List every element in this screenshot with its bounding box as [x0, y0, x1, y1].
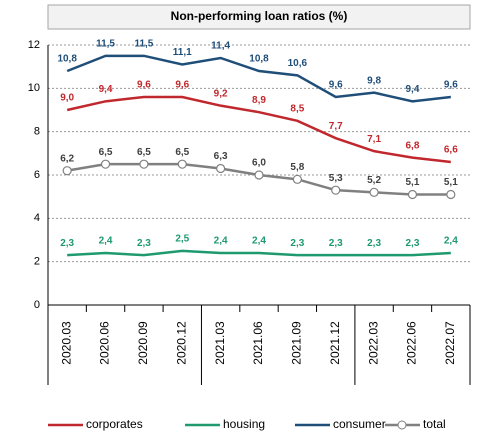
x-tick-label: 2022.06: [405, 321, 419, 365]
y-tick-label: 2: [34, 256, 40, 268]
x-tick-label: 2021.06: [251, 321, 265, 365]
point-marker: [177, 159, 187, 169]
legend-label: total: [423, 417, 446, 431]
title-box: [47, 4, 471, 30]
value-label: 2,3: [290, 238, 304, 249]
value-label: 9,4: [99, 84, 113, 95]
legend-marker: [397, 420, 407, 430]
value-label: 9,6: [329, 80, 343, 91]
y-tick-label: 12: [28, 39, 40, 51]
value-label: 5,1: [444, 177, 458, 188]
value-label: 2,3: [367, 238, 381, 249]
value-label: 5,2: [367, 175, 381, 186]
value-label: 5,1: [406, 177, 420, 188]
y-tick-label: 6: [34, 169, 40, 181]
legend-label: housing: [223, 417, 265, 431]
value-label: 6,3: [214, 151, 228, 162]
value-label: 8,5: [290, 103, 304, 114]
value-label: 11,1: [173, 47, 192, 58]
value-label: 5,8: [290, 162, 304, 173]
value-label: 6,5: [137, 147, 151, 158]
value-label: 5,3: [329, 173, 343, 184]
value-label: 9,8: [367, 75, 381, 86]
value-label: 9,6: [444, 80, 458, 91]
value-label: 6,5: [99, 147, 113, 158]
series-line: [66, 54, 451, 103]
value-label: 6,2: [60, 153, 74, 164]
point-marker: [369, 187, 379, 197]
point-marker: [407, 189, 418, 200]
x-tick-label: 2021.09: [290, 321, 304, 365]
value-label: 2,4: [214, 236, 228, 247]
value-label: 9,6: [175, 80, 189, 91]
value-label: 11,4: [211, 41, 230, 52]
x-tick-label: 2020.12: [174, 321, 188, 365]
value-label: 2,4: [252, 236, 266, 247]
point-marker: [446, 189, 456, 200]
value-label: 11,5: [134, 38, 153, 49]
point-marker: [139, 159, 149, 169]
value-label: 7,1: [367, 134, 381, 145]
x-tick-label: 2021.03: [213, 321, 227, 365]
chart-title: Non-performing loan ratios (%): [171, 9, 348, 23]
value-label: 7,7: [329, 121, 343, 132]
value-label: 2,3: [406, 238, 420, 249]
legend-label: corporates: [86, 417, 143, 431]
value-label: 2,4: [99, 236, 113, 247]
y-tick-label: 10: [28, 82, 40, 94]
series-line: [66, 95, 451, 164]
x-tick-label: 2020.03: [59, 321, 73, 365]
x-tick-label: 2022.07: [443, 321, 457, 365]
series-line: [67, 249, 451, 257]
value-label: 2,5: [175, 233, 189, 244]
value-label: 2,4: [444, 236, 458, 247]
y-tick-label: 0: [34, 299, 40, 311]
x-tick-label: 2021.12: [328, 321, 342, 365]
point-marker: [331, 185, 341, 195]
value-label: 6,6: [444, 145, 458, 156]
value-label: 9,0: [60, 93, 74, 104]
value-label: 10,8: [249, 54, 269, 65]
value-label: 9,6: [137, 80, 151, 91]
value-label: 2,3: [60, 238, 74, 249]
point-marker: [292, 174, 302, 184]
value-label: 6,8: [406, 140, 420, 151]
x-tick-label: 2020.09: [136, 321, 150, 365]
value-label: 10,8: [57, 54, 77, 65]
point-marker: [254, 170, 264, 180]
value-label: 9,2: [214, 88, 228, 99]
point-marker: [216, 163, 226, 174]
value-label: 2,3: [137, 238, 151, 249]
value-label: 6,5: [175, 147, 189, 158]
x-tick-label: 2022.03: [366, 321, 380, 365]
point-marker: [62, 166, 72, 176]
y-tick-label: 8: [34, 126, 40, 138]
value-label: 10,6: [288, 58, 308, 69]
value-label: 8,9: [252, 95, 266, 106]
x-tick-label: 2020.06: [98, 321, 112, 365]
y-tick-label: 4: [34, 212, 40, 224]
legend-label: consumer: [333, 417, 386, 431]
value-label: 2,3: [329, 238, 343, 249]
value-label: 11,5: [96, 38, 115, 49]
value-label: 6,0: [252, 158, 266, 169]
value-label: 9,4: [406, 84, 420, 95]
point-marker: [100, 159, 111, 169]
